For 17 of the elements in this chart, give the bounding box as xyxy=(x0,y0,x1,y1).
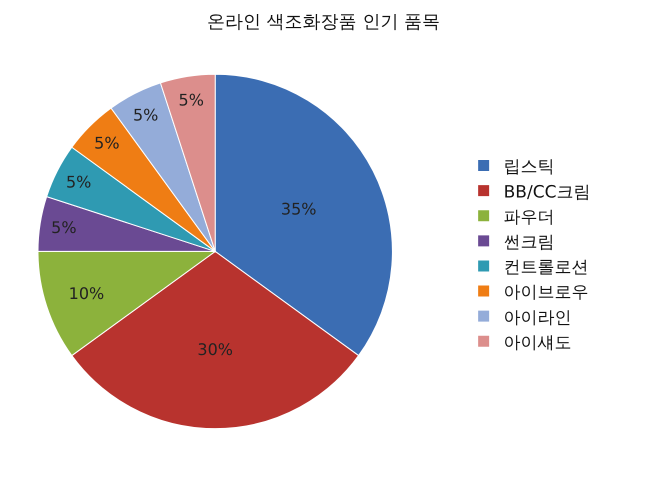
legend-label: 썬크림 xyxy=(504,232,555,252)
data-label: 30% xyxy=(197,340,233,359)
legend-label: BB/CC크림 xyxy=(504,182,590,202)
data-label: 5% xyxy=(66,172,92,192)
data-label: 35% xyxy=(280,199,316,218)
legend-label: 컨트롤로션 xyxy=(504,258,589,278)
data-label: 10% xyxy=(68,284,104,303)
legend-label: 아이브로우 xyxy=(504,282,589,303)
legend-label: 아이라인 xyxy=(504,308,572,328)
chart-title: 온라인 색조화장품 인기 품목 xyxy=(206,12,440,33)
data-label: 5% xyxy=(178,90,204,110)
data-label: 5% xyxy=(94,134,120,153)
data-label: 5% xyxy=(132,105,158,124)
legend-label: 아이섀도 xyxy=(504,332,572,353)
legend-label: 립스틱 xyxy=(504,157,555,178)
legend-label: 파우더 xyxy=(504,207,555,228)
data-label: 5% xyxy=(51,218,77,237)
